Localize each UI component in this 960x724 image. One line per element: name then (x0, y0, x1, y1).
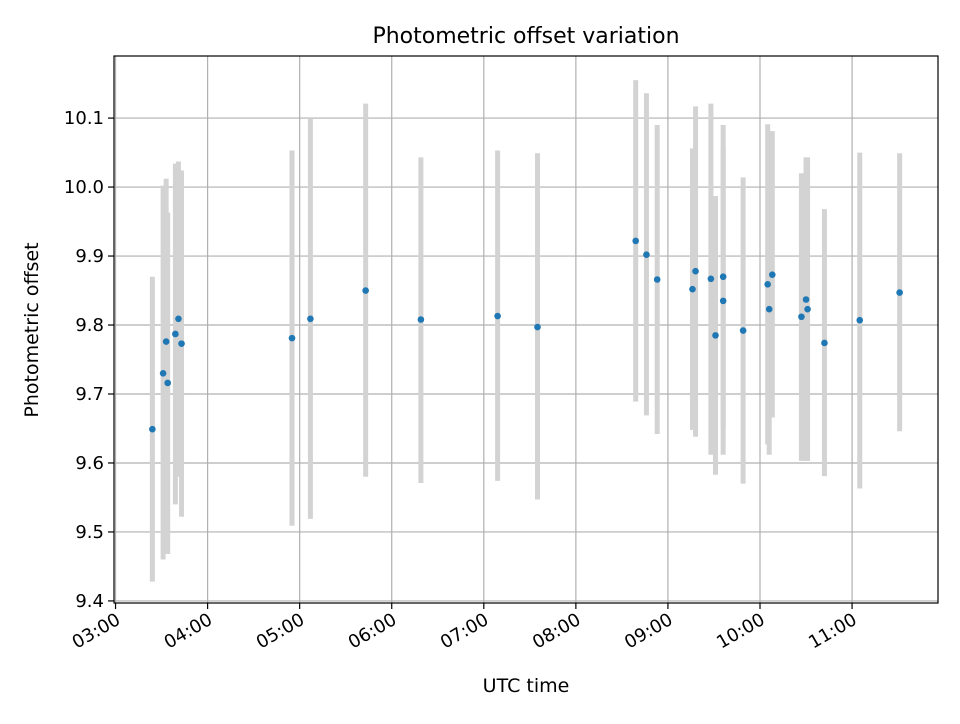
data-point (307, 315, 314, 323)
plot-frame (113, 55, 939, 604)
data-point (172, 330, 179, 338)
x-axis-label: UTC time (483, 675, 570, 697)
y-tick-label: 10.1 (64, 108, 104, 129)
data-point (798, 313, 805, 321)
data-point (719, 297, 727, 305)
y-axis-label: Photometric offset (21, 242, 43, 417)
data-point (707, 275, 715, 283)
data-point (362, 287, 369, 294)
grid-lines (114, 56, 938, 603)
data-point (692, 267, 699, 275)
data-point (764, 281, 771, 288)
data-point (804, 305, 811, 313)
y-tick-label: 9.5 (75, 522, 104, 543)
data-point (643, 251, 650, 258)
data-point (689, 285, 696, 293)
y-tick-label: 9.8 (75, 315, 104, 336)
data-point (896, 289, 903, 296)
data-point (739, 327, 747, 334)
data-points (149, 237, 903, 433)
data-point (164, 379, 172, 387)
data-point (768, 271, 776, 278)
y-tick-label: 9.9 (75, 246, 104, 267)
y-tick-label: 9.7 (75, 384, 104, 405)
data-point (821, 339, 828, 347)
y-tick-label: 9.6 (75, 453, 104, 474)
data-point (159, 370, 167, 377)
data-point (719, 273, 727, 281)
data-point (494, 312, 501, 320)
data-point (175, 315, 182, 323)
data-point (765, 305, 773, 313)
data-point (534, 323, 541, 331)
data-point (149, 425, 156, 433)
data-point (632, 237, 640, 245)
y-tick-label: 10.0 (64, 177, 104, 198)
data-point (288, 334, 296, 342)
data-point (712, 332, 719, 339)
data-point (178, 340, 185, 347)
data-point (417, 316, 425, 323)
data-point (162, 338, 170, 345)
data-point (802, 296, 810, 303)
data-point (653, 276, 661, 283)
y-tick-label: 9.4 (75, 591, 104, 612)
data-point (856, 316, 864, 324)
chart-title: Photometric offset variation (372, 24, 679, 49)
y-axis-ticks: 9.4 9.5 9.6 9.7 9.8 9.9 10.0 10.1 (64, 108, 114, 612)
